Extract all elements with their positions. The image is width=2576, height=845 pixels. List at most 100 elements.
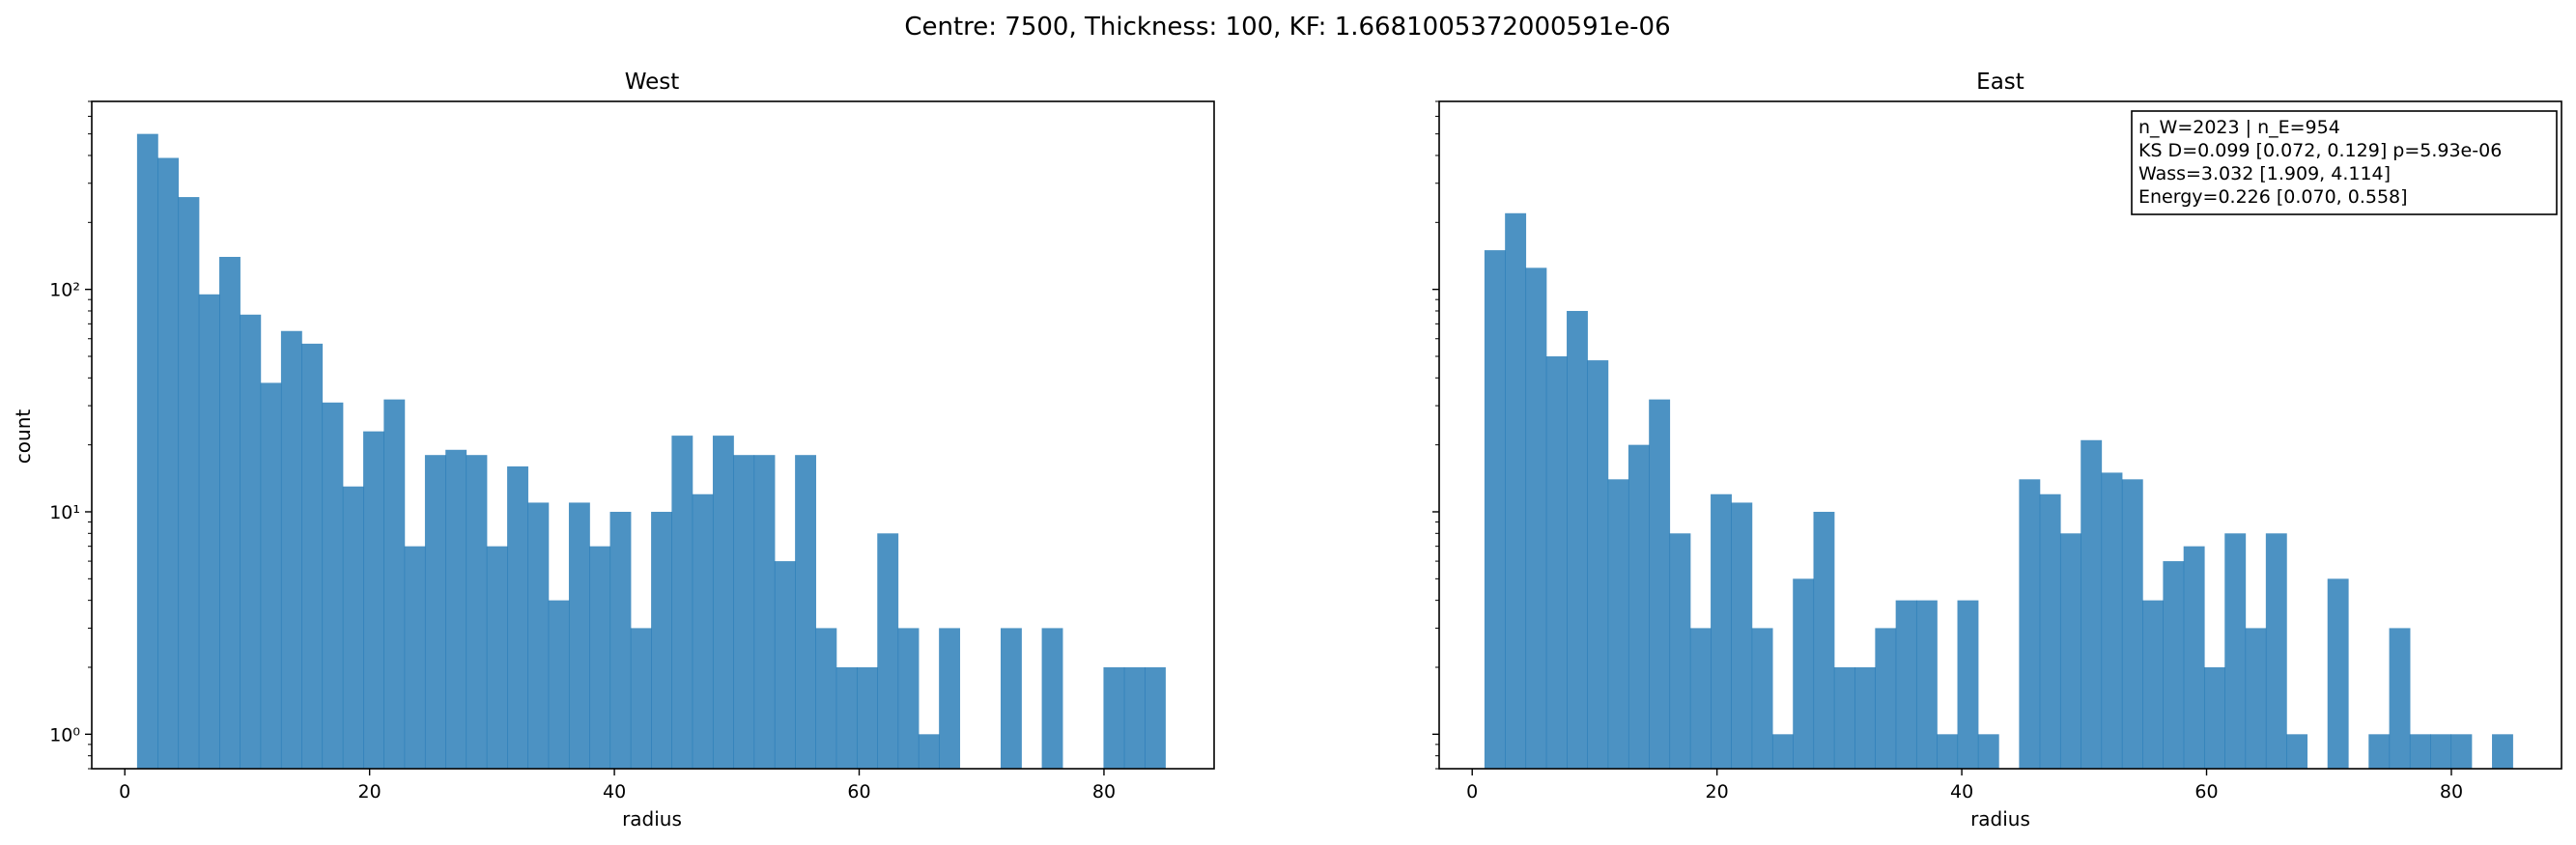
east-histogram-bar [1915,600,1938,769]
figure-suptitle: Centre: 7500, Thickness: 100, KF: 1.6681… [904,13,1670,42]
east-histogram-bar [1525,268,1547,770]
west-histogram-bar [527,502,550,769]
west-histogram-bar [568,502,590,769]
west-histogram-bar [795,455,817,769]
stats-line: Wass=3.032 [1.909, 4.114] [2138,163,2391,184]
east-histogram-bar [2265,533,2287,769]
east-histogram-bar [1484,250,1506,770]
west-histogram-bar [918,734,940,769]
west-histogram-bar [486,546,508,769]
east-histogram-bar [2409,734,2431,769]
west-histogram-bar [342,486,364,769]
east-histogram-bar [1957,600,1979,769]
east-histogram-bar [2492,734,2513,769]
west-histogram-bar [609,511,632,769]
east-x-axis-label: radius [1970,807,2030,831]
east-histogram-bar [1854,666,1876,769]
west-histogram-bar [630,628,652,769]
west-histogram-bar [939,628,961,769]
east-histogram-bar [2101,472,2123,769]
west-histogram-bar [1041,628,1063,769]
west-histogram-panel: West 10⁰ 10¹ 10² 0 20 40 60 80 radius count [12,70,1215,831]
west-y-axis-label: count [12,409,35,465]
east-histogram-bar [2059,533,2081,769]
west-x-tick-label: 60 [847,781,870,803]
west-histogram-bar [178,197,200,769]
west-y-tick-label: 10² [49,280,80,301]
east-histogram-bar [2368,734,2391,769]
east-histogram-bar [1607,479,1629,769]
west-bars [136,133,1166,769]
east-histogram-bar [2430,734,2452,769]
west-histogram-bar [1145,666,1166,769]
east-histogram-bar [1567,310,1588,769]
east-histogram-bar [2019,479,2041,769]
east-histogram-bar [1977,734,1999,769]
west-histogram-bar [219,257,241,769]
west-histogram-bar [877,533,899,769]
east-histogram-bar [1875,628,1897,769]
east-histogram-panel: East 0 20 40 60 80 radius n_W=2023 | n_E=954… [1432,70,2562,831]
stats-line: Energy=0.226 [0.070, 0.558] [2138,186,2408,208]
west-histogram-bar [383,399,406,769]
east-histogram-bar [1731,502,1753,769]
east-histogram-bar [2163,561,2185,769]
east-histogram-bar [2224,533,2247,769]
west-histogram-bar [671,436,694,769]
east-histogram-bar [1833,666,1855,769]
east-y-axis-ticks [1432,100,1439,770]
west-histogram-bar [733,455,755,769]
west-histogram-bar [280,330,302,769]
west-histogram-bar [1123,666,1146,769]
west-histogram-bar [507,465,528,769]
east-histogram-bar [2081,439,2103,769]
west-y-tick-label: 10⁰ [49,724,80,746]
west-histogram-bar [240,314,262,769]
east-panel-title: East [1976,70,2024,95]
west-histogram-bar [1001,628,1022,769]
east-histogram-bar [1545,355,1568,769]
west-histogram-bar [1103,666,1125,769]
east-histogram-bar [1649,399,1671,769]
east-histogram-bar [1771,734,1794,769]
west-x-tick-label: 80 [1092,781,1116,803]
east-histogram-bar [1669,533,1691,769]
west-y-tick-label: 10¹ [49,502,80,523]
west-histogram-bar [404,546,426,769]
west-x-axis-ticks: 0 20 40 60 80 [119,769,1116,803]
east-histogram-bar [2142,600,2165,769]
west-histogram-bar [651,511,672,769]
east-x-tick-label: 20 [1706,781,1729,803]
east-histogram-bar [2389,628,2411,769]
west-histogram-bar [712,436,734,769]
stats-annotation-frame [2131,110,2558,215]
east-histogram-bar [1711,493,1732,769]
west-histogram-bar [589,546,611,769]
east-x-tick-label: 80 [2440,781,2463,803]
west-histogram-bar [753,455,776,769]
east-histogram-bar [2203,666,2225,769]
east-x-axis-ticks: 0 20 40 60 80 [1466,769,2463,803]
east-histogram-bar [1751,628,1773,769]
stats-line: KS D=0.099 [0.072, 0.129] p=5.93e-06 [2138,140,2502,161]
east-histogram-bar [2121,479,2143,769]
west-histogram-bar [548,600,570,769]
east-histogram-bar [1505,212,1527,769]
west-histogram-bar [157,157,180,769]
east-histogram-bar [2327,578,2349,769]
east-histogram-bar [1895,600,1917,769]
west-histogram-bar [198,294,220,769]
west-histogram-bar [322,402,344,769]
west-y-axis-ticks: 10⁰ 10¹ 10² [49,100,92,770]
west-x-tick-label: 40 [603,781,626,803]
west-histogram-bar [692,493,714,769]
west-x-axis-label: radius [622,807,682,831]
west-histogram-bar [424,455,446,769]
west-x-tick-label: 20 [358,781,382,803]
east-axes-frame [1438,100,2562,770]
east-histogram-bar [2286,734,2308,769]
west-histogram-bar [856,666,878,769]
west-x-tick-label: 0 [119,781,130,803]
east-x-tick-label: 40 [1950,781,1973,803]
east-bars [1484,212,2513,770]
